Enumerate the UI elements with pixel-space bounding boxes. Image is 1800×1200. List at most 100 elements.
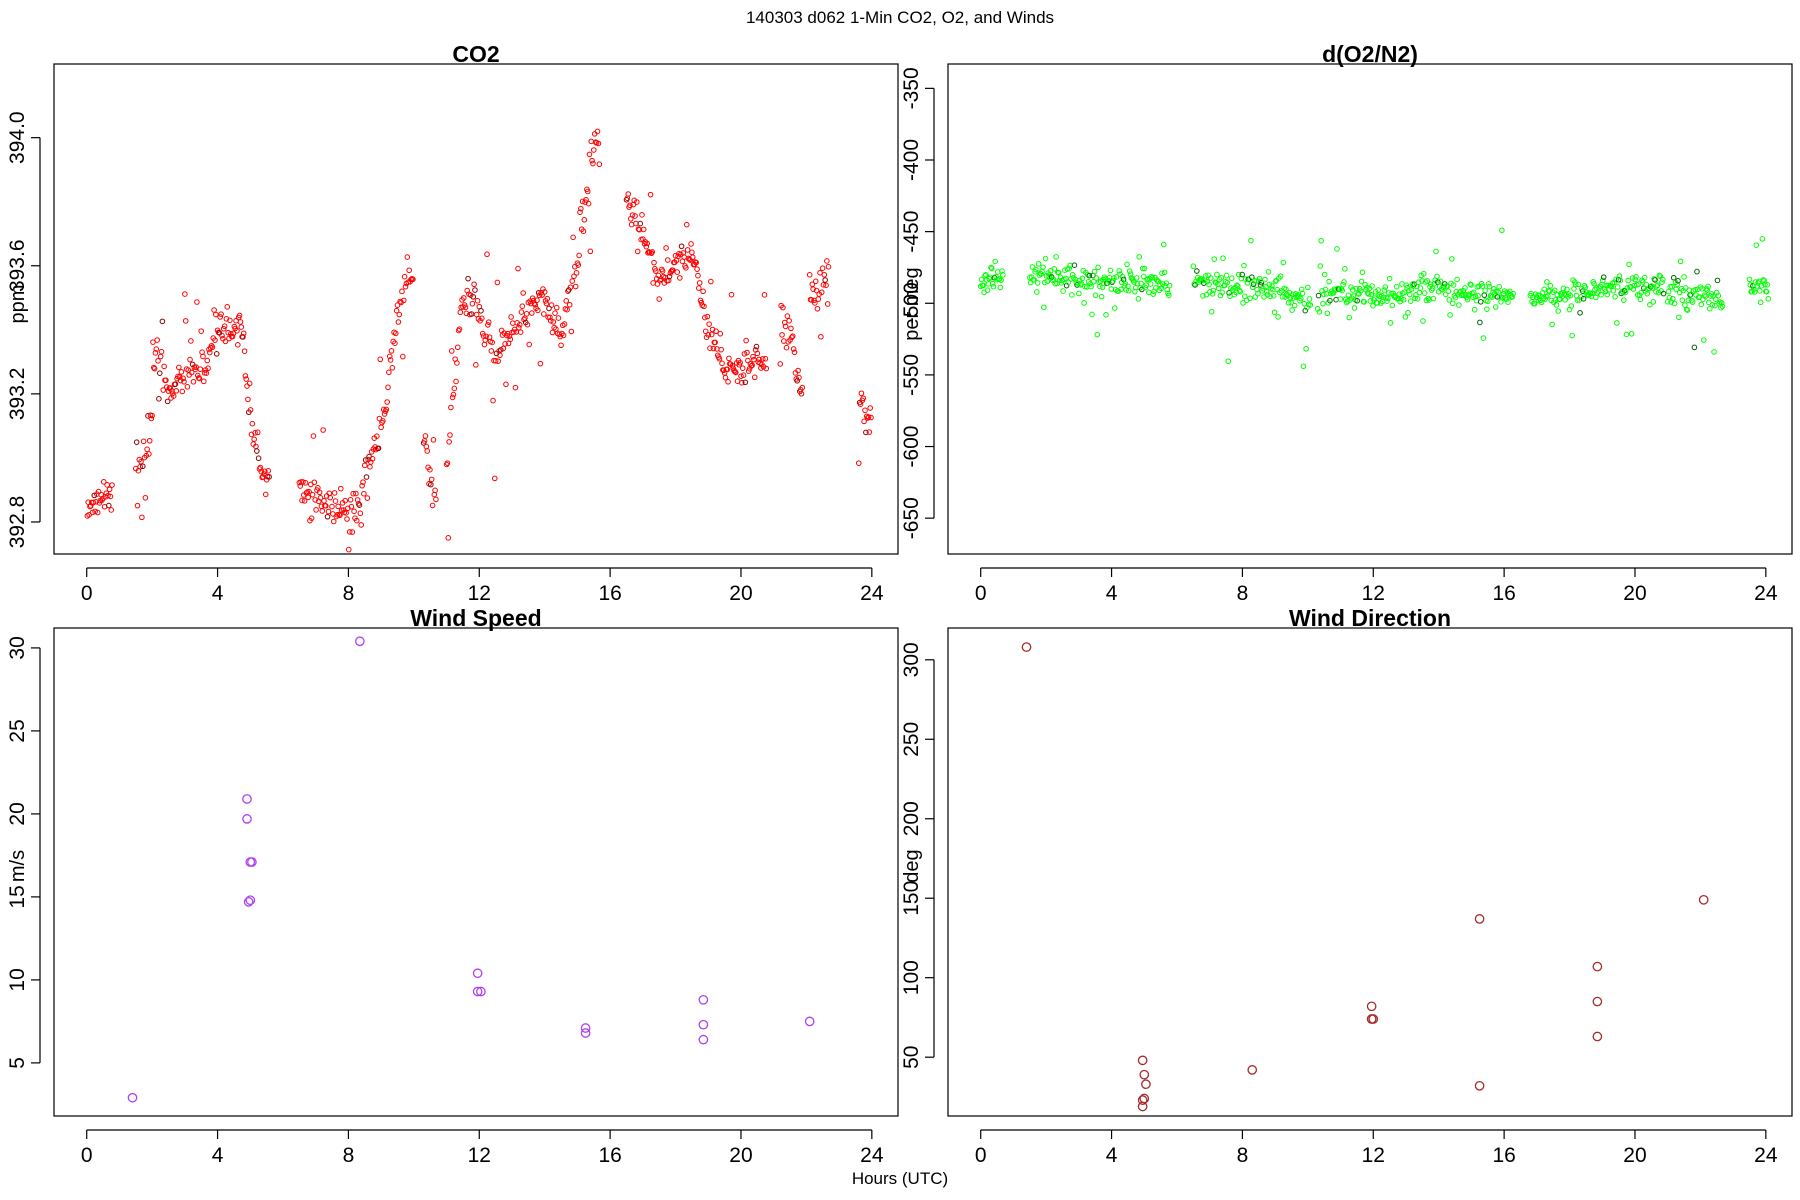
data-point (1447, 312, 1453, 318)
data-point (577, 209, 583, 216)
y-tick-label: -500 (900, 282, 923, 324)
data-point (1291, 302, 1298, 309)
data-point (315, 484, 321, 491)
data-point (1701, 337, 1707, 343)
data-point (142, 494, 149, 501)
data-point (197, 366, 204, 372)
data-point (1255, 290, 1261, 297)
data-point (751, 374, 758, 381)
data-point (1684, 307, 1691, 313)
data-point (400, 297, 407, 304)
data-point (301, 498, 308, 504)
data-point (230, 330, 237, 337)
data-point (1589, 290, 1596, 297)
data-point (1614, 320, 1620, 326)
data-point (471, 281, 477, 288)
data-point (1317, 263, 1324, 269)
data-point (549, 329, 556, 336)
data-point (1029, 264, 1036, 270)
data-point (1249, 284, 1256, 290)
data-point (357, 510, 364, 517)
data-point (861, 418, 867, 425)
data-point (1484, 306, 1490, 312)
data-point (1704, 287, 1711, 293)
data-point (448, 404, 454, 411)
data-point (1203, 291, 1210, 298)
data-point (1127, 271, 1134, 277)
data-point (1223, 272, 1230, 279)
data-point (353, 517, 360, 524)
data-point (1592, 961, 1603, 972)
data-point (1141, 1079, 1151, 1090)
data-point (229, 333, 236, 340)
x-tick-label: 0 (975, 582, 987, 605)
x-tick-label: 4 (1106, 582, 1118, 605)
data-point (406, 267, 412, 274)
y-tick-label: 393.2 (6, 368, 29, 421)
data-point (1272, 278, 1279, 285)
data-point (1253, 278, 1259, 284)
data-point (485, 322, 491, 328)
data-point (320, 427, 326, 433)
plot-frame (53, 627, 899, 1117)
data-point (594, 128, 601, 135)
data-point (1654, 283, 1660, 289)
x-tick-label: 12 (1362, 1144, 1385, 1167)
data-point (108, 507, 115, 513)
data-point (388, 348, 395, 354)
data-point (494, 279, 501, 286)
data-point (204, 357, 211, 364)
data-point (862, 407, 868, 414)
data-point (481, 341, 488, 348)
data-point (1248, 274, 1255, 280)
data-point (200, 378, 207, 385)
data-point (865, 414, 872, 420)
data-point (1656, 272, 1663, 279)
data-point (510, 329, 517, 335)
data-point (358, 522, 365, 528)
data-point (627, 202, 633, 209)
data-point (799, 384, 806, 391)
data-point (656, 296, 662, 302)
x-tick-label: 8 (343, 582, 355, 605)
data-point (1093, 275, 1100, 281)
data-point (246, 380, 253, 387)
data-point (491, 475, 498, 482)
data-point (548, 302, 555, 308)
data-point (544, 295, 551, 302)
data-point (693, 259, 700, 266)
data-point (470, 294, 477, 300)
data-point (798, 391, 805, 397)
data-point (978, 276, 985, 283)
data-point (1642, 288, 1649, 294)
data-point (1474, 1080, 1485, 1091)
data-point (319, 508, 326, 514)
data-point (312, 497, 319, 503)
data-point (553, 304, 560, 311)
data-point (824, 258, 830, 264)
data-point (342, 497, 349, 504)
data-point (1762, 281, 1768, 288)
data-point (1681, 274, 1687, 280)
data-point (1385, 295, 1391, 302)
data-point (1271, 309, 1278, 316)
data-point (515, 265, 521, 272)
data-point (1103, 311, 1109, 318)
data-point (652, 268, 659, 274)
data-point (1149, 274, 1156, 281)
data-point (176, 364, 182, 371)
data-point (1055, 269, 1062, 276)
data-point (1219, 289, 1225, 296)
data-point (665, 277, 672, 284)
data-point (512, 384, 519, 391)
data-point (310, 433, 317, 439)
data-point (1263, 288, 1270, 295)
data-point (300, 479, 306, 485)
data-point (1060, 288, 1066, 294)
data-point (247, 407, 254, 413)
data-point (335, 503, 341, 510)
data-point (1389, 302, 1396, 309)
data-point (483, 333, 489, 340)
data-point (710, 345, 717, 352)
data-point (1258, 279, 1265, 286)
